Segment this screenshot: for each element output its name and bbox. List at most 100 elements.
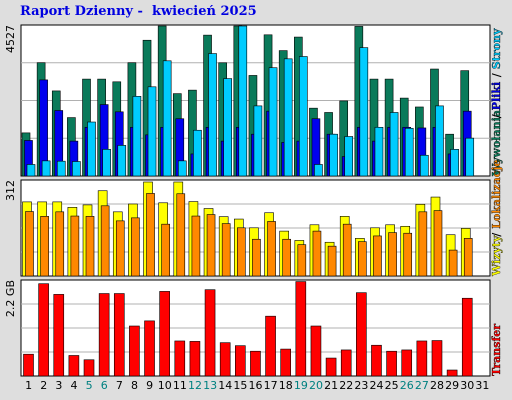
hits-legend-separator: / [490,72,503,77]
x-tick-label-day-21: 21 [324,379,338,392]
bar-strony-day-16 [253,105,263,177]
bar-lokalizacje-day-19 [297,244,307,277]
bar-strony-day-1 [26,164,36,177]
x-tick-label-day-12: 12 [188,379,202,392]
bar-strony-day-22 [344,136,354,177]
bar-strony-day-25 [389,112,399,177]
x-tick-label-day-20: 20 [309,379,323,392]
traffic-panel: 2.2 GB Transfer [4,279,503,377]
traffic-legend-transfer: Transfer [490,324,503,376]
bar-strony-day-30 [465,137,475,177]
x-tick-label-day-15: 15 [233,379,247,392]
bar-transfer-day-25 [386,350,397,377]
bar-strony-day-27 [420,154,429,177]
x-tick-label-day-10: 10 [158,379,172,392]
bar-strony-day-12 [193,129,202,177]
bar-transfer-day-15 [235,345,246,377]
x-tick-label-day-9: 9 [146,379,153,392]
bar-lokalizacje-day-24 [373,235,382,277]
bar-lokalizacje-day-18 [282,238,291,277]
x-tick-label-day-17: 17 [264,379,278,392]
x-tick-label-day-14: 14 [218,379,232,392]
x-tick-label-day-4: 4 [70,379,77,392]
x-tick-label-day-1: 1 [25,379,32,392]
x-tick-label-day-2: 2 [40,379,47,392]
bar-transfer-day-7 [113,293,125,377]
bar-strony-day-24 [374,126,384,177]
bar-lokalizacje-day-28 [433,210,443,277]
bar-lokalizacje-day-13 [206,214,216,277]
x-tick-label-day-13: 13 [203,379,217,392]
bar-transfer-day-26 [401,349,413,377]
bar-strony-day-11 [177,160,187,177]
bar-lokalizacje-day-11 [176,193,186,277]
x-tick-label-day-3: 3 [55,379,62,392]
bar-strony-day-4 [72,161,81,177]
x-tick-label-day-30: 30 [460,379,474,392]
hits-legend-separator: / [490,113,503,118]
x-tick-label-day-31: 31 [475,379,489,392]
traffic-ymax-label: 2.2 GB [4,280,17,317]
bar-transfer-day-13 [204,289,216,377]
bar-transfer-day-17 [265,315,276,377]
bar-strony-day-28 [435,105,444,177]
x-tick-label-day-28: 28 [430,379,444,392]
visits-ymax-label: 312 [4,180,17,201]
bar-transfer-day-10 [159,291,170,377]
x-tick-label-day-29: 29 [445,379,459,392]
bar-strony-day-20 [314,164,323,177]
x-tick-label-day-25: 25 [385,379,399,392]
bar-lokalizacje-day-20 [312,230,322,277]
visits-legend-lokalizacje: Lokalizacje [490,160,503,229]
bar-lokalizacje-day-21 [327,245,337,277]
bar-strony-day-13 [208,53,217,177]
bar-transfer-day-24 [371,344,382,377]
bar-lokalizacje-day-2 [40,216,49,277]
bar-strony-day-15 [238,25,248,177]
x-tick-label-day-11: 11 [173,379,187,392]
x-tick-label-day-6: 6 [101,379,108,392]
bar-strony-day-10 [162,60,172,177]
bar-strony-day-5 [87,121,96,177]
bar-transfer-day-16 [250,350,261,377]
bar-strony-day-29 [450,149,459,177]
bar-strony-day-9 [147,86,157,177]
x-tick-label-day-26: 26 [400,379,414,392]
bar-strony-day-6 [102,149,111,177]
visits-legend-separator: / [490,232,503,237]
bar-strony-day-8 [132,96,142,177]
bar-lokalizacje-day-29 [448,249,458,277]
x-tick-label-day-24: 24 [370,379,384,392]
hits-legend-wywołania: Wywołania [490,110,503,177]
bar-strony-day-14 [223,78,232,177]
bar-transfer-day-9 [144,320,155,377]
bar-lokalizacje-day-16 [252,238,261,277]
bar-lokalizacje-day-7 [115,220,125,277]
x-tick-label-day-5: 5 [86,379,93,392]
bar-lokalizacje-day-25 [388,232,397,277]
bar-lokalizacje-day-22 [342,223,352,277]
bar-strony-day-23 [359,47,369,177]
bar-lokalizacje-day-1 [25,211,34,277]
bar-strony-day-17 [268,67,278,177]
bar-transfer-day-27 [416,340,428,377]
bar-lokalizacje-day-10 [161,223,170,277]
bar-transfer-day-1 [23,353,34,377]
x-tick-label-day-22: 22 [339,379,353,392]
bar-transfer-day-5 [83,359,95,377]
bar-lokalizacje-day-8 [131,217,140,277]
bar-transfer-day-18 [280,348,291,377]
bar-transfer-day-2 [38,283,49,377]
bar-transfer-day-30 [461,297,473,377]
bar-lokalizacje-day-30 [463,238,473,277]
bar-transfer-day-6 [98,293,110,377]
bar-transfer-day-4 [68,355,80,377]
bar-transfer-day-3 [53,294,65,377]
bar-transfer-day-20 [310,325,322,377]
x-tick-label-day-8: 8 [131,379,138,392]
visits-panel: 312 Wizyty/ Lokalizacje [4,159,503,277]
x-tick-label-day-7: 7 [116,379,123,392]
bar-lokalizacje-day-9 [146,193,155,277]
